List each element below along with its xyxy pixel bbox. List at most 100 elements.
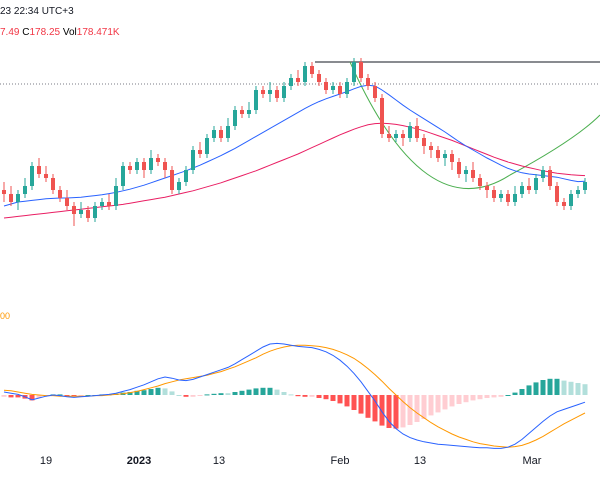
candle[interactable] — [23, 178, 27, 198]
candle[interactable] — [394, 130, 398, 142]
candle[interactable] — [436, 146, 440, 162]
candle[interactable] — [401, 130, 405, 146]
candle[interactable] — [2, 182, 6, 202]
candle[interactable] — [72, 202, 76, 226]
candle[interactable] — [345, 78, 349, 98]
candle[interactable] — [296, 70, 300, 86]
candle[interactable] — [16, 190, 20, 210]
candle[interactable] — [30, 162, 34, 190]
candle[interactable] — [156, 154, 160, 166]
candle[interactable] — [485, 182, 489, 198]
candle[interactable] — [387, 126, 391, 142]
candle[interactable] — [149, 150, 153, 174]
candle[interactable] — [422, 134, 426, 154]
candle[interactable] — [79, 202, 83, 218]
candle[interactable] — [86, 206, 90, 222]
candle[interactable] — [51, 174, 55, 194]
cup-arc[interactable] — [349, 61, 600, 190]
candle[interactable] — [282, 82, 286, 102]
candle[interactable] — [506, 190, 510, 206]
candle[interactable] — [352, 58, 356, 86]
candle[interactable] — [212, 126, 216, 142]
candle[interactable] — [177, 178, 181, 194]
candle[interactable] — [450, 150, 454, 170]
candle[interactable] — [240, 106, 244, 118]
candle[interactable] — [562, 198, 566, 210]
candle[interactable] — [415, 118, 419, 142]
candle[interactable] — [135, 158, 139, 174]
candle[interactable] — [121, 162, 125, 190]
candle[interactable] — [513, 186, 517, 206]
candle[interactable] — [114, 178, 118, 210]
candle[interactable] — [471, 162, 475, 182]
candle[interactable] — [408, 122, 412, 142]
candle[interactable] — [338, 82, 342, 98]
candle[interactable] — [380, 94, 384, 138]
histogram-bar — [225, 393, 231, 395]
candle[interactable] — [261, 86, 265, 98]
histogram-bar — [197, 395, 203, 396]
candle[interactable] — [492, 186, 496, 202]
candle[interactable] — [65, 190, 69, 210]
candle[interactable] — [233, 106, 237, 130]
candle[interactable] — [37, 158, 41, 178]
candle-body — [548, 170, 552, 186]
candle[interactable] — [331, 82, 335, 94]
candle[interactable] — [317, 70, 321, 86]
candle[interactable] — [359, 58, 363, 82]
candle[interactable] — [226, 118, 230, 142]
candle[interactable] — [205, 134, 209, 158]
candle[interactable] — [373, 82, 377, 102]
candle[interactable] — [191, 146, 195, 174]
candle[interactable] — [44, 166, 48, 182]
candle[interactable] — [534, 174, 538, 194]
candle[interactable] — [128, 162, 132, 174]
candle[interactable] — [520, 182, 524, 198]
candle[interactable] — [289, 74, 293, 90]
candle[interactable] — [100, 198, 104, 210]
candle[interactable] — [499, 190, 503, 202]
candle[interactable] — [527, 178, 531, 194]
candle[interactable] — [163, 158, 167, 178]
candle[interactable] — [9, 186, 13, 206]
candle[interactable] — [555, 182, 559, 206]
candle[interactable] — [198, 142, 202, 158]
candle[interactable] — [443, 150, 447, 166]
candle[interactable] — [548, 166, 552, 190]
candle[interactable] — [324, 78, 328, 94]
histogram-bar — [148, 389, 154, 395]
candle[interactable] — [478, 174, 482, 190]
candle-body — [513, 194, 517, 202]
candle[interactable] — [275, 86, 279, 102]
candle[interactable] — [184, 166, 188, 186]
candle[interactable] — [247, 102, 251, 118]
candle[interactable] — [366, 74, 370, 90]
histogram-bar — [211, 393, 217, 395]
candle[interactable] — [219, 126, 223, 142]
histogram-bar — [281, 392, 287, 395]
candle[interactable] — [58, 186, 62, 202]
candle[interactable] — [107, 194, 111, 210]
candle[interactable] — [254, 86, 258, 114]
candle[interactable] — [464, 166, 468, 182]
candle-body — [107, 202, 111, 206]
histogram-bar — [337, 395, 343, 404]
candle[interactable] — [583, 178, 587, 194]
candle-body — [296, 78, 300, 82]
candle[interactable] — [303, 62, 307, 86]
candle[interactable] — [93, 202, 97, 222]
histogram-bar — [8, 395, 14, 398]
candle[interactable] — [541, 166, 545, 182]
candle[interactable] — [170, 166, 174, 194]
candle[interactable] — [429, 142, 433, 158]
histogram-bar — [330, 395, 336, 401]
histogram-bar — [64, 395, 70, 396]
candle[interactable] — [142, 158, 146, 178]
candle[interactable] — [268, 82, 272, 102]
candle[interactable] — [569, 190, 573, 210]
candle[interactable] — [576, 186, 580, 198]
close-value-partial: 7.49 — [0, 27, 20, 38]
candle[interactable] — [457, 158, 461, 178]
candle[interactable] — [310, 62, 314, 78]
